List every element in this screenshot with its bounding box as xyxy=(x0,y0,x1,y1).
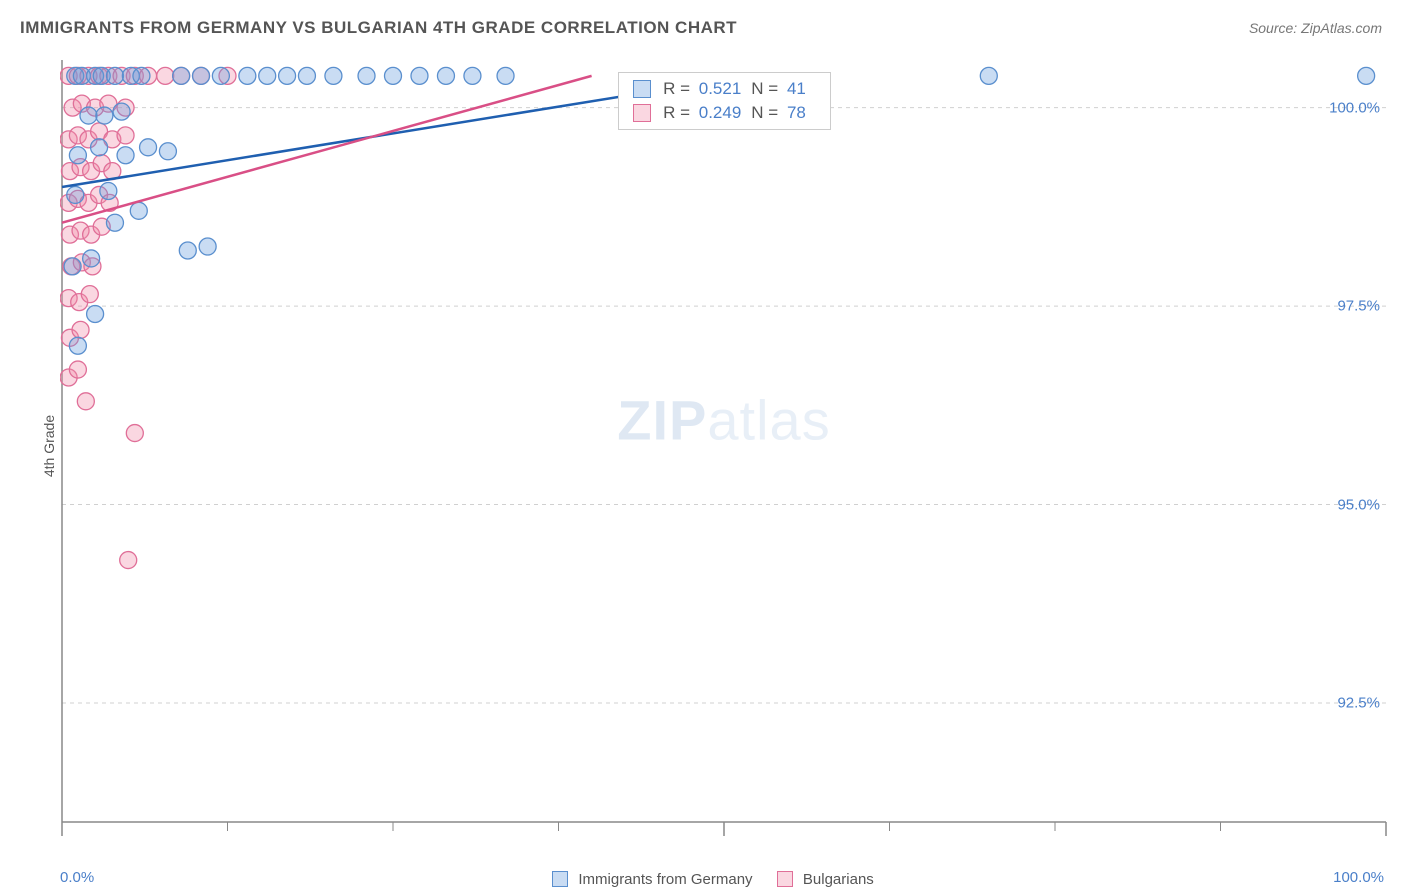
legend-label-2: Bulgarians xyxy=(803,871,874,888)
chart-area: ZIPatlas xyxy=(60,58,1388,862)
y-tick-label: 95.0% xyxy=(1337,496,1380,513)
y-tick-label: 97.5% xyxy=(1337,298,1380,315)
stats-legend-box: R = 0.521 N = 41 R = 0.249 N = 78 xyxy=(618,72,831,130)
y-tick-label: 100.0% xyxy=(1329,99,1380,116)
bottom-legend: Immigrants from Germany Bulgarians xyxy=(0,871,1406,888)
y-axis-label: 4th Grade xyxy=(41,415,57,477)
stats-row-2: R = 0.249 N = 78 xyxy=(619,101,830,125)
stats-row-1: R = 0.521 N = 41 xyxy=(619,77,830,101)
chart-title: IMMIGRANTS FROM GERMANY VS BULGARIAN 4TH… xyxy=(20,18,737,38)
series2-swatch-icon xyxy=(633,104,651,122)
legend-swatch-1-icon xyxy=(552,871,568,887)
y-tick-label: 92.5% xyxy=(1337,694,1380,711)
legend-label-1: Immigrants from Germany xyxy=(578,871,752,888)
source-label: Source: ZipAtlas.com xyxy=(1249,20,1382,36)
series1-swatch-icon xyxy=(633,80,651,98)
legend-swatch-2-icon xyxy=(777,871,793,887)
